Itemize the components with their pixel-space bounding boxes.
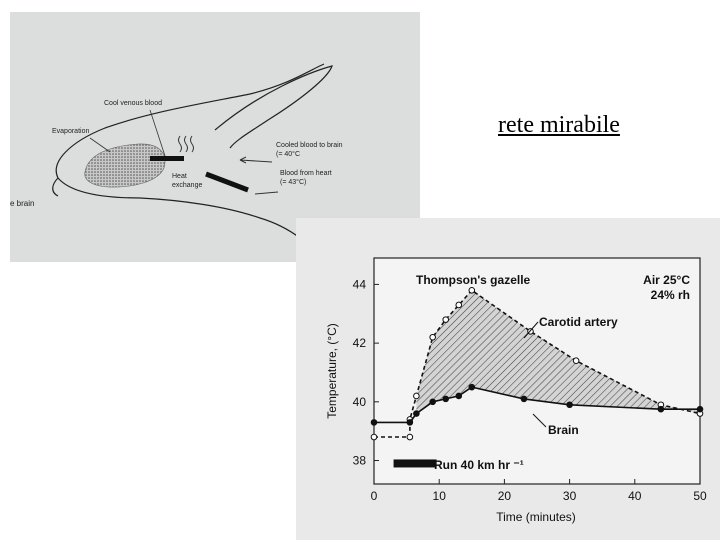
air-conditions-line1: Air 25°C	[643, 273, 690, 287]
carotid-point	[468, 286, 476, 294]
brain-point	[566, 401, 573, 409]
brain-label-leader	[532, 413, 547, 428]
carotid-point	[572, 357, 580, 365]
nasal-evaporation-area	[84, 143, 166, 188]
carotid-point	[406, 433, 414, 441]
x-tick-label: 50	[693, 489, 707, 503]
diagram-svg: Cool venous blood Evaporation Cooled blo…	[10, 63, 343, 239]
difference-hatched-area	[416, 290, 700, 414]
run-label: Run 40 km hr ⁻¹	[434, 458, 524, 472]
carotid-point	[455, 301, 463, 309]
label-blood-heart-1: Blood from heart	[280, 170, 332, 177]
label-cool-venous-blood: Cool venous blood	[104, 100, 162, 107]
chart-svg: 0 10 20 30 40 50 38 40 42 44 Thompson's gazelle A…	[325, 257, 707, 524]
carotid-point	[413, 392, 420, 400]
label-exchange: exchange	[172, 182, 202, 189]
brain-point	[468, 383, 476, 391]
cool-venous-vessel	[150, 156, 184, 161]
carotid-label-leader	[523, 321, 539, 339]
slide-title: rete mirabile	[498, 112, 620, 138]
evaporation-leader-line	[89, 137, 111, 153]
y-tick-label: 38	[353, 454, 367, 468]
brain-point	[696, 405, 704, 413]
run-duration-bar	[393, 459, 437, 468]
y-axis-label: Temperature, (°C)	[325, 323, 339, 419]
series-label-brain: Brain	[548, 423, 579, 437]
x-tick-label: 0	[371, 489, 378, 503]
label-cooled-blood-1: Cooled blood to brain	[276, 142, 343, 149]
heat-wave-2	[184, 135, 188, 153]
heat-wave-3	[190, 135, 194, 153]
carotid-point	[442, 316, 450, 323]
brain-point	[455, 392, 463, 400]
label-heat: Heat	[172, 173, 187, 180]
label-cooled-blood-2: (= 40°C	[276, 150, 300, 158]
venous-leader-line	[149, 109, 166, 157]
x-tick-label: 20	[498, 489, 512, 503]
brain-point	[520, 395, 528, 403]
temperature-chart: 0 10 20 30 40 50 38 40 42 44 Thompson's gazelle A…	[296, 218, 720, 540]
carotid-point	[370, 433, 378, 441]
snout-outline	[52, 177, 59, 197]
brain-point	[406, 419, 414, 426]
label-evaporation: Evaporation	[52, 128, 89, 135]
brain-point	[370, 419, 378, 426]
rete-mirabile-diagram: Cool venous blood Evaporation Cooled blo…	[10, 12, 420, 262]
x-axis-label: Time (minutes)	[496, 510, 576, 524]
brain-point	[657, 405, 665, 413]
brain-point	[413, 410, 420, 417]
y-tick-label: 44	[353, 277, 367, 291]
horn-outline	[214, 65, 333, 149]
series-label-carotid: Carotid artery	[539, 315, 618, 329]
cooled-blood-arrow	[239, 156, 273, 164]
x-tick-label: 10	[433, 489, 447, 503]
label-brain-fragment: e brain	[10, 199, 34, 208]
head-lower-outline	[57, 177, 301, 239]
brain-point	[429, 398, 436, 406]
chart-title: Thompson's gazelle	[416, 273, 531, 287]
blood-heart-arrow	[254, 191, 279, 195]
heat-wave-1	[178, 135, 182, 153]
y-tick-label: 42	[353, 336, 367, 350]
carotid-vessel	[205, 171, 249, 193]
brain-point	[442, 395, 450, 403]
x-tick-label: 30	[563, 489, 577, 503]
carotid-point	[429, 333, 436, 341]
y-tick-label: 40	[353, 395, 367, 409]
label-blood-heart-2: (= 43°C)	[280, 178, 306, 186]
air-conditions-line2: 24% rh	[651, 288, 690, 302]
x-tick-label: 40	[628, 489, 642, 503]
head-upper-outline	[55, 63, 325, 179]
